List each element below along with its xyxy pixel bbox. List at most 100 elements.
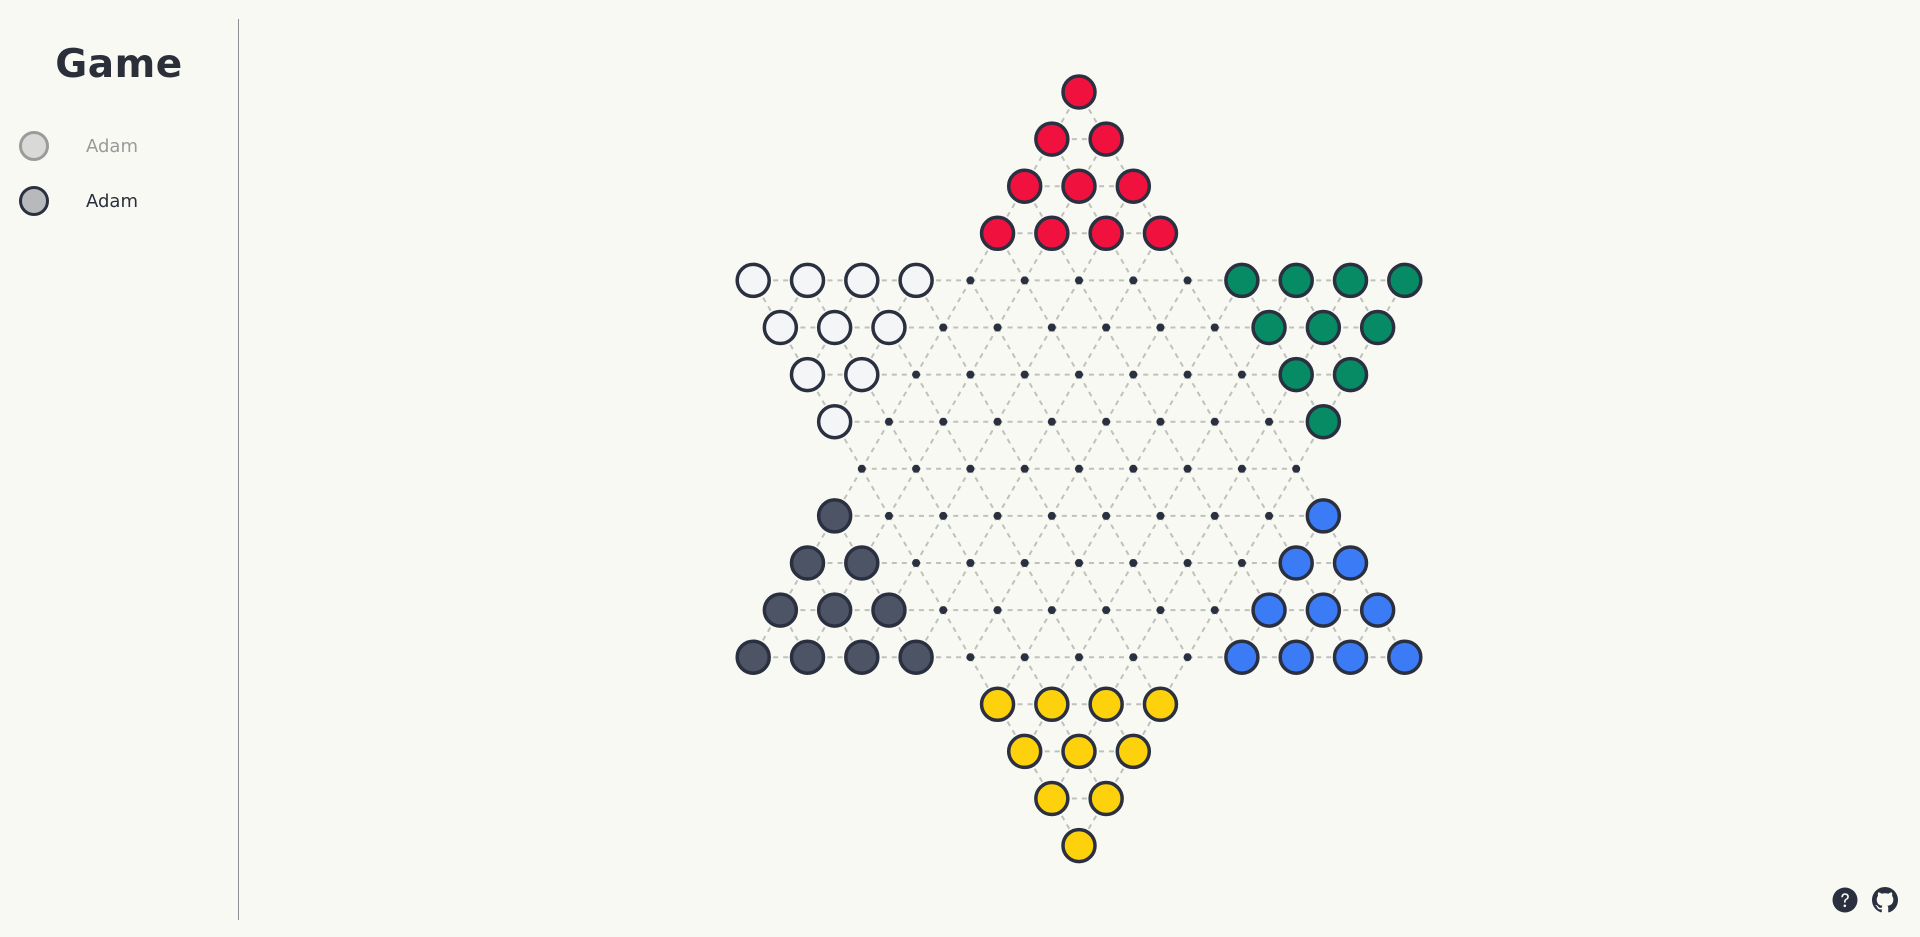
board-hole[interactable] — [1047, 417, 1056, 426]
blue-piece[interactable] — [1305, 498, 1342, 534]
board-hole[interactable] — [912, 370, 921, 379]
board-hole[interactable] — [1020, 559, 1029, 567]
slate-piece[interactable] — [789, 639, 826, 675]
board-hole[interactable] — [966, 370, 975, 379]
red-piece[interactable] — [1115, 168, 1152, 204]
github-icon[interactable] — [1872, 887, 1898, 913]
board-hole[interactable] — [939, 511, 948, 520]
board-hole[interactable] — [1183, 276, 1192, 285]
yellow-piece[interactable] — [1061, 827, 1097, 864]
red-piece[interactable] — [979, 215, 1016, 252]
board-hole[interactable] — [884, 511, 893, 520]
white-piece[interactable] — [816, 309, 853, 346]
board-hole[interactable] — [993, 323, 1002, 332]
board-hole[interactable] — [966, 464, 975, 473]
board-hole[interactable] — [1129, 653, 1138, 662]
blue-piece[interactable] — [1224, 639, 1260, 675]
board-hole[interactable] — [939, 606, 948, 615]
red-piece[interactable] — [1061, 74, 1097, 110]
board-hole[interactable] — [966, 559, 975, 567]
green-piece[interactable] — [1359, 309, 1396, 346]
board-hole[interactable] — [1075, 464, 1083, 473]
board-hole[interactable] — [1102, 323, 1111, 332]
board-hole[interactable] — [1047, 323, 1056, 332]
board-hole[interactable] — [1129, 276, 1138, 285]
red-piece[interactable] — [1088, 215, 1124, 252]
slate-piece[interactable] — [735, 639, 771, 675]
board-hole[interactable] — [1183, 653, 1192, 662]
yellow-piece[interactable] — [1034, 686, 1070, 723]
board-hole[interactable] — [1102, 417, 1111, 426]
yellow-piece[interactable] — [1115, 733, 1152, 770]
white-piece[interactable] — [898, 262, 934, 299]
board-hole[interactable] — [1129, 559, 1138, 567]
yellow-piece[interactable] — [1034, 780, 1070, 817]
blue-piece[interactable] — [1332, 639, 1369, 675]
board-hole[interactable] — [912, 464, 921, 473]
blue-piece[interactable] — [1305, 592, 1342, 628]
board-hole[interactable] — [1129, 370, 1138, 379]
red-piece[interactable] — [1142, 215, 1179, 252]
board-hole[interactable] — [1183, 464, 1192, 473]
white-piece[interactable] — [871, 309, 907, 346]
board-hole[interactable] — [1156, 606, 1165, 615]
slate-piece[interactable] — [816, 592, 853, 628]
board-hole[interactable] — [1237, 464, 1246, 473]
white-piece[interactable] — [735, 262, 771, 299]
board-hole[interactable] — [1156, 417, 1165, 426]
board-hole[interactable] — [1210, 323, 1219, 332]
board-hole[interactable] — [1075, 370, 1083, 379]
board-hole[interactable] — [1183, 559, 1192, 567]
board-hole[interactable] — [993, 417, 1002, 426]
board-hole[interactable] — [993, 511, 1002, 520]
slate-piece[interactable] — [844, 639, 880, 675]
board-hole[interactable] — [1237, 559, 1246, 567]
slate-piece[interactable] — [816, 498, 853, 534]
red-piece[interactable] — [1061, 168, 1097, 204]
slate-piece[interactable] — [844, 545, 880, 581]
board-hole[interactable] — [993, 606, 1002, 615]
green-piece[interactable] — [1278, 262, 1314, 299]
red-piece[interactable] — [1034, 215, 1070, 252]
board-hole[interactable] — [1156, 511, 1165, 520]
white-piece[interactable] — [816, 403, 853, 440]
board-hole[interactable] — [1183, 370, 1192, 379]
yellow-piece[interactable] — [1088, 780, 1124, 817]
yellow-piece[interactable] — [1088, 686, 1124, 723]
player-item-2[interactable]: Adam — [19, 182, 138, 220]
red-piece[interactable] — [1088, 121, 1124, 157]
red-piece[interactable] — [1034, 121, 1070, 157]
blue-piece[interactable] — [1359, 592, 1396, 628]
board-hole[interactable] — [1129, 464, 1138, 473]
board-hole[interactable] — [1047, 511, 1056, 520]
board-hole[interactable] — [1210, 417, 1219, 426]
board-hole[interactable] — [1020, 464, 1029, 473]
board-hole[interactable] — [1075, 653, 1083, 662]
board-hole[interactable] — [884, 417, 893, 426]
blue-piece[interactable] — [1278, 639, 1314, 675]
blue-piece[interactable] — [1332, 545, 1369, 581]
green-piece[interactable] — [1387, 262, 1423, 299]
help-icon[interactable] — [1832, 887, 1858, 913]
slate-piece[interactable] — [898, 639, 934, 675]
board-hole[interactable] — [1292, 464, 1301, 473]
board-hole[interactable] — [1020, 370, 1029, 379]
blue-piece[interactable] — [1278, 545, 1314, 581]
board-hole[interactable] — [1237, 370, 1246, 379]
red-piece[interactable] — [1006, 168, 1043, 204]
white-piece[interactable] — [844, 356, 880, 393]
slate-piece[interactable] — [871, 592, 907, 628]
green-piece[interactable] — [1224, 262, 1260, 299]
board-hole[interactable] — [1265, 417, 1274, 426]
green-piece[interactable] — [1278, 356, 1314, 393]
green-piece[interactable] — [1251, 309, 1287, 346]
white-piece[interactable] — [789, 262, 826, 299]
white-piece[interactable] — [762, 309, 799, 346]
board-hole[interactable] — [1075, 276, 1083, 285]
board-hole[interactable] — [912, 559, 921, 567]
yellow-piece[interactable] — [979, 686, 1016, 723]
board-hole[interactable] — [1265, 511, 1274, 520]
board-hole[interactable] — [857, 464, 866, 473]
board-hole[interactable] — [1102, 606, 1111, 615]
board-hole[interactable] — [1020, 276, 1029, 285]
